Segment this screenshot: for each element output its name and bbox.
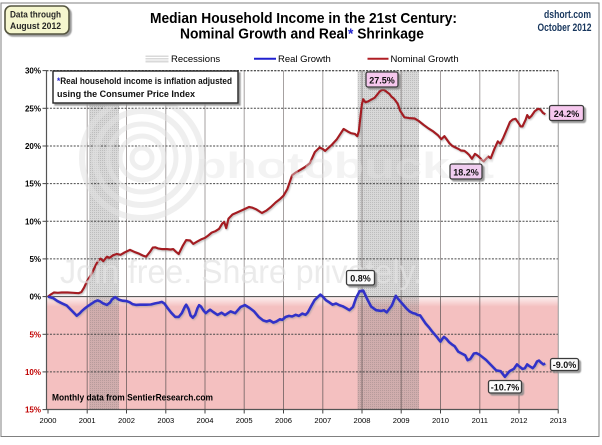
svg-text:Median Household Income in the: Median Household Income in the 21st Cent… [150, 11, 457, 27]
svg-text:10%: 10% [25, 217, 41, 226]
svg-text:2012: 2012 [511, 416, 528, 425]
svg-text:27.5%: 27.5% [369, 76, 395, 86]
svg-text:2009: 2009 [393, 416, 410, 425]
svg-text:0.8%: 0.8% [350, 274, 371, 284]
svg-text:5%: 5% [29, 330, 41, 339]
svg-text:dshort.com: dshort.com [544, 9, 591, 21]
svg-text:2004: 2004 [197, 416, 214, 425]
svg-text:2000: 2000 [40, 416, 57, 425]
svg-text:5%: 5% [29, 255, 41, 264]
svg-text:15%: 15% [25, 180, 41, 189]
svg-text:20%: 20% [25, 142, 41, 151]
svg-text:Monthly data from SentierResea: Monthly data from SentierResearch.com [52, 393, 213, 403]
svg-text:18.2%: 18.2% [453, 168, 479, 178]
svg-text:August 2012: August 2012 [10, 21, 61, 32]
svg-text:Nominal Growth and Real* Shri: Nominal Growth and Real* Shrinkage [180, 27, 424, 43]
svg-text:2010: 2010 [432, 416, 449, 425]
svg-text:2001: 2001 [79, 416, 96, 425]
svg-text:October 2012: October 2012 [538, 22, 592, 34]
svg-text:Recessions: Recessions [171, 54, 220, 65]
svg-text:*Real household income is inf: *Real household income is inflation adju… [57, 76, 232, 86]
svg-text:2005: 2005 [236, 416, 253, 425]
svg-text:using the Consumer Price Index: using the Consumer Price Index [57, 89, 195, 99]
svg-text:24.2%: 24.2% [554, 109, 580, 119]
svg-text:2007: 2007 [314, 416, 331, 425]
svg-text:2003: 2003 [157, 416, 174, 425]
svg-text:2013: 2013 [550, 416, 567, 425]
svg-text:Data through: Data through [10, 10, 61, 21]
svg-text:15%: 15% [25, 406, 41, 415]
svg-text:2011: 2011 [472, 416, 488, 425]
svg-text:2002: 2002 [118, 416, 135, 425]
svg-text:Real Growth: Real Growth [278, 54, 331, 65]
svg-text:30%: 30% [25, 67, 41, 76]
svg-text:10%: 10% [25, 368, 41, 377]
svg-text:photobucket: photobucket [196, 145, 494, 186]
svg-text:25%: 25% [25, 104, 41, 113]
svg-text:-9.0%: -9.0% [553, 360, 577, 370]
svg-text:Nominal Growth: Nominal Growth [391, 54, 459, 65]
svg-text:0%: 0% [29, 293, 41, 302]
svg-text:-10.7%: -10.7% [491, 383, 520, 393]
svg-text:2008: 2008 [354, 416, 371, 425]
svg-text:2006: 2006 [275, 416, 292, 425]
